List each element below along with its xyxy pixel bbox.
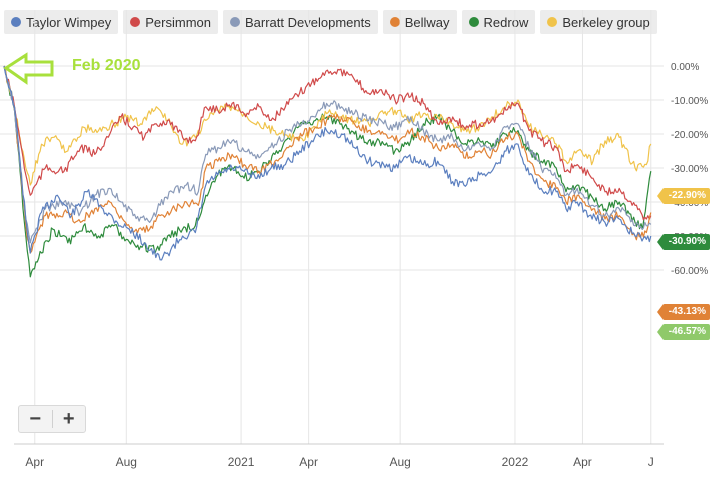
annotation-feb-2020: Feb 2020 [72, 57, 141, 74]
legend-item-persimmon[interactable]: Persimmon [123, 10, 218, 34]
legend-label: Barratt Developments [245, 14, 371, 30]
legend-item-redrow[interactable]: Redrow [461, 10, 536, 34]
legend-label: Berkeley group [562, 14, 650, 30]
legend-item-berkeley-group[interactable]: Berkeley group [540, 10, 657, 34]
x-tick-label: Apr [25, 455, 44, 469]
legend-label: Taylor Wimpey [26, 14, 112, 30]
zoom-divider [51, 410, 53, 428]
y-tick-label: -20.00% [671, 130, 708, 141]
legend-dot-icon [389, 17, 400, 27]
x-axis: Apr Aug 2021 Apr Aug 2022 Apr J [25, 455, 653, 469]
end-value-label: -43.13% [656, 304, 710, 320]
zoom-out-button[interactable]: − [29, 407, 42, 430]
grid-lines [0, 10, 664, 445]
y-tick-label: 0.00% [671, 62, 699, 73]
zoom-controls: − + [18, 405, 86, 433]
series-line-redrow [3, 65, 652, 278]
zoom-in-button[interactable]: + [62, 407, 75, 430]
end-value-label: -46.57% [656, 324, 710, 340]
arrow-left-icon [3, 52, 54, 85]
x-tick-label: Aug [116, 455, 137, 469]
y-tick-label: -60.00% [671, 266, 708, 277]
y-tick-label: -10.00% [671, 96, 708, 107]
legend-dot-icon [547, 17, 558, 27]
x-tick-label: J [648, 455, 654, 469]
legend-label: Bellway [404, 14, 450, 30]
legend-item-barratt-developments[interactable]: Barratt Developments [223, 10, 378, 34]
end-value-label: -30.90% [656, 234, 710, 250]
series-line-berkeley-group [3, 65, 652, 186]
end-value-label: -22.90% [656, 188, 710, 204]
series-lines [3, 65, 652, 278]
series-line-taylor-wimpey [3, 65, 652, 261]
legend-item-bellway[interactable]: Bellway [382, 10, 457, 34]
legend-dot-icon [11, 17, 21, 27]
x-tick-label: Aug [389, 455, 410, 469]
x-tick-label: Apr [573, 455, 592, 469]
legend-label: Persimmon [145, 14, 211, 30]
series-line-persimmon [3, 65, 652, 221]
x-tick-label: Apr [299, 455, 318, 469]
legend-item-taylor-wimpey[interactable]: Taylor Wimpey [4, 10, 119, 34]
legend-label: Redrow [483, 14, 529, 30]
x-tick-label: 2021 [228, 455, 255, 469]
x-tick-label: 2022 [502, 455, 529, 469]
legend-dot-icon [130, 17, 141, 27]
legend-dot-icon [230, 17, 240, 27]
legend: Taylor Wimpey Persimmon Barratt Developmen… [4, 10, 657, 34]
series-line-barratt-developments [3, 65, 652, 244]
y-tick-label: -30.00% [671, 164, 708, 175]
arrow-left-icon [3, 52, 54, 85]
legend-dot-icon [468, 17, 479, 27]
series-line-bellway [3, 65, 652, 254]
